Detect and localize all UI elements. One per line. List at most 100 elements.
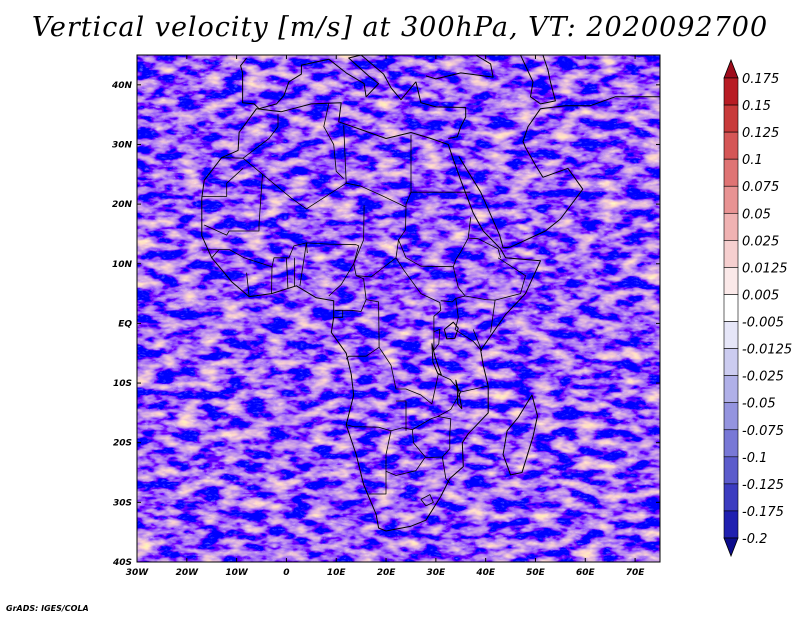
country-border (345, 299, 380, 360)
country-borders (201, 103, 526, 507)
colorbar-swatch (723, 321, 739, 349)
colorbar-label: 0.175 (742, 72, 779, 87)
longitude-axis: 30W 20W 10W 0 10E 20E 30E 40E 50E 60E 70E (126, 55, 645, 578)
country-border (221, 114, 279, 159)
grads-credit: GrADS: IGES/COLA (6, 604, 89, 613)
lon-tick-label: 10E (327, 568, 347, 578)
colorbar-swatch (723, 483, 739, 512)
colorbar-swatch (723, 158, 739, 187)
country-border (323, 103, 344, 179)
colorbar: 0.175 0.15 0.125 0.1 0.075 0.05 0.025 0.0125 0.0… (723, 58, 792, 558)
coastlines (201, 55, 660, 532)
country-border (433, 329, 441, 351)
lat-tick-label: 20N (112, 200, 133, 210)
colorbar-swatch (723, 510, 739, 539)
country-border (204, 174, 263, 236)
country-border (398, 217, 472, 268)
lake-tanganyika (431, 343, 442, 376)
colorbar-label: -0.025 (742, 370, 784, 385)
arabia-coastline (458, 96, 660, 249)
colorbar-label: 0.0125 (742, 261, 788, 276)
country-border (410, 134, 471, 193)
colorbar-swatch (723, 240, 739, 268)
country-border (299, 242, 357, 286)
country-border (332, 310, 344, 318)
colorbar-label: 0.005 (742, 288, 779, 303)
country-border (378, 347, 439, 405)
country-border (385, 457, 426, 476)
country-border (286, 257, 289, 289)
country-border (211, 249, 220, 259)
lat-tick-label: EQ (118, 319, 132, 329)
lake-malawi (455, 379, 463, 410)
colorbar-label: 0.025 (742, 234, 779, 249)
country-border (228, 242, 308, 268)
colorbar-swatch (723, 185, 739, 214)
lat-tick-label: 40S (112, 558, 132, 568)
country-border (468, 237, 501, 258)
colorbar-swatch (723, 77, 739, 106)
colorbar-swatch (723, 212, 739, 241)
colorbar-swatch (723, 537, 739, 558)
lat-tick-label: 10N (112, 260, 133, 270)
lat-tick-label: 30N (112, 140, 133, 150)
lon-tick-label: 10W (225, 568, 249, 578)
colorbar-swatch (723, 375, 739, 404)
lon-tick-label: 20E (377, 568, 397, 578)
colorbar-label: -0.175 (742, 505, 784, 520)
lon-tick-label: 30W (126, 568, 150, 578)
chart-title: Vertical velocity [m/s] at 300hPa, VT: 2… (31, 12, 769, 43)
colorbar-swatch (723, 104, 739, 133)
plot-frame (136, 54, 661, 563)
colorbar-swatch (723, 267, 739, 295)
colorbar-label: -0.05 (742, 397, 776, 412)
black-sea-coastline (425, 55, 494, 80)
madagascar-coastline (502, 394, 538, 476)
country-border (454, 298, 459, 330)
colorbar-label: -0.2 (742, 532, 767, 547)
lake-victoria (443, 321, 459, 340)
country-border (395, 207, 407, 258)
lon-tick-label: 0 (283, 568, 289, 578)
country-border (495, 257, 526, 301)
colorbar-label: 0.15 (742, 99, 771, 114)
country-border (201, 168, 244, 197)
country-border (335, 205, 367, 312)
levant-coastline (415, 81, 467, 139)
lat-tick-label: 30S (113, 498, 132, 508)
lon-tick-label: 40E (475, 568, 496, 578)
country-border (201, 249, 230, 251)
country-border (271, 266, 273, 294)
colorbar-swatch (723, 402, 739, 431)
country-border (440, 266, 466, 303)
colorbar-swatch (723, 58, 739, 79)
colorbar-label: 0.125 (742, 126, 779, 141)
lon-tick-label: 20W (176, 568, 200, 578)
country-border (472, 329, 483, 351)
colorbar-swatch (723, 429, 739, 458)
colorbar-label: -0.125 (742, 478, 784, 493)
velocity-field (137, 55, 660, 562)
lon-tick-label: 30E (427, 568, 447, 578)
country-border (356, 257, 442, 351)
colorbar-label: -0.075 (742, 424, 784, 439)
lat-tick-label: 40N (111, 81, 133, 91)
colorbar-label: 0.05 (742, 207, 771, 222)
colorbar-swatch (723, 294, 739, 322)
europe-coastline (240, 55, 417, 110)
colorbar-label: -0.0125 (742, 343, 792, 358)
lat-tick-label: 10S (113, 379, 132, 389)
country-border (454, 329, 482, 352)
country-border (396, 400, 407, 431)
country-border (343, 125, 347, 184)
colorbar-label: 0.1 (742, 153, 763, 168)
latitude-axis: 40N 30N 20N 10N EQ 10S 20S 30S 40S (111, 81, 660, 568)
country-border (242, 157, 412, 210)
colorbar-label: -0.005 (742, 316, 784, 331)
country-border (412, 416, 452, 458)
colorbar-swatch (723, 131, 739, 160)
colorbar-label: -0.1 (742, 451, 767, 466)
country-border (441, 456, 451, 484)
colorbar-swatch (723, 348, 739, 376)
